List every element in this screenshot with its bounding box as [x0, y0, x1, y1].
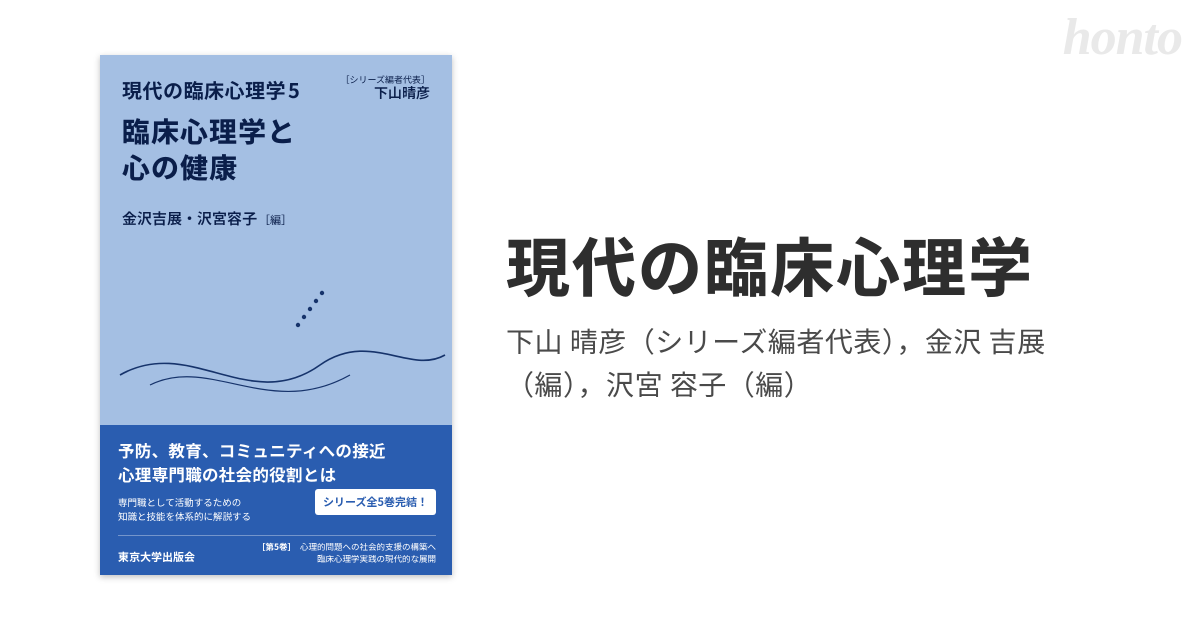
obi-headline: 予防、教育、コミュニティへの接近 心理専門職の社会的役割とは: [118, 439, 434, 487]
book-info: 現代の臨床心理学 下山 晴彦（シリーズ編者代表），金沢 吉展（編），沢宮 容子（…: [506, 224, 1126, 407]
book-title: 臨床心理学と 心の健康: [122, 114, 430, 186]
obi-sub-line2: 知識と技能を体系的に解説する: [118, 510, 308, 524]
book-title-line2: 心の健康: [122, 150, 430, 186]
series-volume: 5: [288, 75, 300, 104]
vol-desc-line1: ［第5巻］ 心理的問題への社会的支援の構築へ: [257, 542, 436, 553]
obi-subtext: 専門職として活動するための 知識と技能を体系的に解説する: [118, 496, 308, 524]
series-editor-block: ［シリーズ編者代表］ 下山晴彦: [340, 75, 430, 101]
book-title-line1: 臨床心理学と: [122, 114, 430, 150]
obi-headline-line2: 心理専門職の社会的役割とは: [118, 463, 434, 487]
book-cover: 現代の臨床心理学5 ［シリーズ編者代表］ 下山晴彦 臨床心理学と 心の健康 金沢…: [100, 55, 452, 575]
publisher-name: 東京大学出版会: [118, 549, 195, 565]
vol-label: ［第5巻］: [257, 541, 296, 553]
vol-desc-text1: 心理的問題への社会的支援の構築へ: [300, 541, 436, 553]
cover-top: 現代の臨床心理学5 ［シリーズ編者代表］ 下山晴彦 臨床心理学と 心の健康 金沢…: [100, 55, 452, 425]
obi-badge: シリーズ全5巻完結！: [315, 489, 436, 515]
page-container: 現代の臨床心理学5 ［シリーズ編者代表］ 下山晴彦 臨床心理学と 心の健康 金沢…: [0, 0, 1200, 630]
series-row: 現代の臨床心理学5 ［シリーズ編者代表］ 下山晴彦: [122, 75, 430, 104]
series-title: 現代の臨床心理学: [122, 75, 286, 104]
obi-sub-line1: 専門職として活動するための: [118, 496, 308, 510]
obi-headline-line1: 予防、教育、コミュニティへの接近: [118, 439, 434, 463]
series-title-block: 現代の臨床心理学5: [122, 75, 300, 104]
vol-desc-line2: 臨床心理学実践の現代的な展開: [257, 554, 436, 565]
series-editor-name: 下山晴彦: [340, 85, 430, 101]
page-title: 現代の臨床心理学: [506, 224, 1126, 306]
wave-illustration-icon: [100, 225, 452, 425]
volume-description: ［第5巻］ 心理的問題への社会的支援の構築へ 臨床心理学実践の現代的な展開: [257, 542, 436, 565]
authors-list: 下山 晴彦（シリーズ編者代表），金沢 吉展（編），沢宮 容子（編）: [506, 320, 1126, 407]
obi-bottom-row: 東京大学出版会 ［第5巻］ 心理的問題への社会的支援の構築へ 臨床心理学実践の現代…: [118, 535, 436, 565]
obi-band: 予防、教育、コミュニティへの接近 心理専門職の社会的役割とは 専門職として活動す…: [100, 425, 452, 575]
